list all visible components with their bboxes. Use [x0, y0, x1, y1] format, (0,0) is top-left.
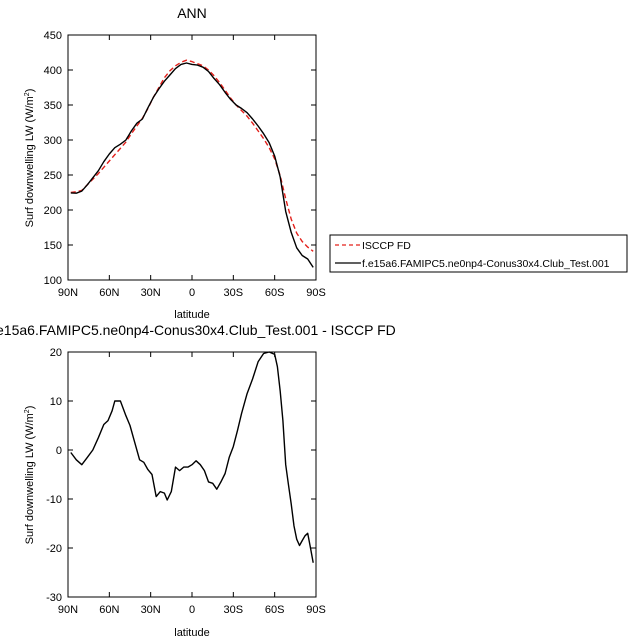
top-y-ticks: 100 150 200 250 300 350 400 450: [44, 30, 316, 287]
top-x-tick-label: 90S: [306, 287, 326, 299]
top-y-tick-label: 400: [44, 65, 62, 77]
bottom-x-tick-label: 60N: [99, 604, 119, 616]
top-series-line-1: [70, 62, 314, 268]
legend-label-isccp: ISCCP FD: [362, 240, 411, 252]
bottom-x-axis-label: latitude: [174, 627, 209, 639]
bottom-x-ticks: 90N 60N 30N 0 30S 60S 90S: [58, 352, 326, 616]
bottom-x-tick-label: 30N: [141, 604, 161, 616]
top-x-ticks: 90N 60N 30N 0 30S 60S 90S: [58, 35, 326, 299]
bottom-panel: f.e15a6.FAMIPC5.ne0np4-Conus30x4.Club_Te…: [0, 322, 396, 639]
bottom-y-tick-label: -10: [46, 494, 62, 506]
top-x-tick-label: 60S: [265, 287, 285, 299]
top-y-tick-label: 200: [44, 205, 62, 217]
bottom-x-tick-label: 30S: [224, 604, 244, 616]
top-x-tick-label: 0: [189, 287, 195, 299]
top-y-tick-label: 250: [44, 170, 62, 182]
top-chart-title: ANN: [177, 5, 207, 21]
bottom-y-tick-label: 20: [50, 347, 62, 359]
bottom-x-tick-label: 0: [189, 604, 195, 616]
bottom-y-tick-label: 0: [56, 445, 62, 457]
bottom-chart-title: f.e15a6.FAMIPC5.ne0np4-Conus30x4.Club_Te…: [0, 322, 396, 338]
top-y-tick-label: 100: [44, 275, 62, 287]
legend-box: [329, 234, 628, 273]
bottom-y-tick-label: 10: [50, 396, 62, 408]
top-x-tick-label: 60N: [99, 287, 119, 299]
legend: ISCCP FD f.e15a6.FAMIPC5.ne0np4-Conus30x…: [329, 234, 628, 273]
top-series-line-0: [70, 59, 314, 252]
bottom-series-group: [70, 351, 314, 563]
top-y-tick-label: 150: [44, 240, 62, 252]
bottom-plot-frame: [67, 351, 317, 598]
top-plot-frame: [67, 34, 317, 281]
top-x-axis-label: latitude: [174, 309, 209, 321]
top-y-tick-label: 350: [44, 100, 62, 112]
bottom-y-ticks: -30 -20 -10 0 10 20: [46, 347, 316, 604]
top-y-tick-label: 300: [44, 135, 62, 147]
bottom-x-tick-label: 90N: [58, 604, 78, 616]
top-series-group: [70, 59, 314, 268]
top-x-tick-label: 90N: [58, 287, 78, 299]
legend-label-model: f.e15a6.FAMIPC5.ne0np4-Conus30x4.Club_Te…: [362, 258, 610, 270]
bottom-y-axis-label: Surf downwelling LW (W/m2): [24, 406, 36, 545]
top-y-tick-label: 450: [44, 30, 62, 42]
top-x-tick-label: 30S: [224, 287, 244, 299]
bottom-y-tick-label: -20: [46, 543, 62, 555]
top-y-axis-label: Surf downwelling LW (W/m2): [24, 89, 36, 228]
bottom-x-tick-label: 90S: [306, 604, 326, 616]
top-x-tick-label: 30N: [141, 287, 161, 299]
bottom-x-tick-label: 60S: [265, 604, 285, 616]
top-panel: ANN 100 150 200 250 300 350 400 450 90N 60N 30N 0 3…: [24, 5, 628, 321]
bottom-y-tick-label: -30: [46, 592, 62, 604]
bottom-series-line-0: [70, 351, 314, 563]
